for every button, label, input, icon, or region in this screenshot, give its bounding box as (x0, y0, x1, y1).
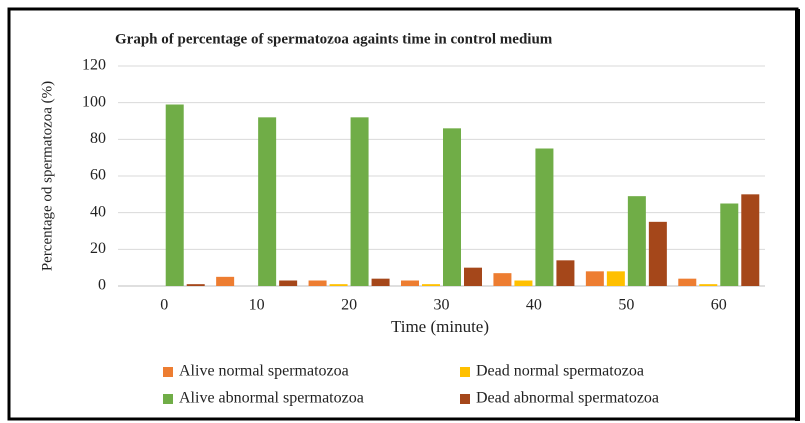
bar (329, 284, 348, 286)
bar (627, 196, 646, 286)
bar (371, 278, 390, 286)
bar (464, 267, 482, 286)
x-axis-title: Time (minute) (391, 317, 489, 336)
bar (535, 148, 554, 286)
x-tick-label: 10 (249, 297, 265, 314)
bar (401, 280, 419, 286)
bar (678, 278, 697, 286)
bar (648, 221, 667, 286)
chart-title: Graph of percentage of spermatozoa again… (115, 31, 553, 47)
x-tick-label: 30 (434, 297, 450, 314)
y-axis-title: Percentage od spermatozoa (%) (39, 81, 55, 271)
bar (493, 273, 512, 286)
y-tick-label: 80 (90, 130, 106, 147)
bar (741, 194, 760, 286)
bar (699, 284, 718, 286)
y-tick-label: 60 (90, 167, 106, 184)
bar (422, 284, 440, 286)
legend-swatch (460, 367, 470, 377)
bar (308, 280, 327, 286)
y-tick-label: 20 (90, 240, 106, 257)
y-tick-label: 100 (82, 93, 106, 110)
legend-label: Alive normal spermatozoa (179, 363, 349, 380)
bar (585, 271, 604, 286)
bar (556, 260, 575, 286)
y-tick-label: 120 (82, 57, 106, 74)
bar (279, 280, 298, 286)
x-tick-label: 20 (341, 297, 357, 314)
legend-swatch (460, 394, 470, 404)
legend-label: Alive abnormal spermatozoa (179, 390, 364, 407)
x-tick-label: 50 (618, 297, 634, 314)
bar (720, 203, 739, 286)
x-tick-label: 60 (711, 297, 727, 314)
bar (216, 276, 235, 286)
frame-edge (795, 9, 800, 421)
legend-swatch (163, 394, 173, 404)
bar (443, 128, 461, 286)
bar (186, 284, 205, 286)
y-tick-label: 0 (98, 277, 106, 294)
bar (258, 117, 277, 286)
bar (165, 104, 184, 286)
legend-label: Dead normal spermatozoa (476, 363, 644, 380)
bar (606, 271, 625, 286)
legend-label: Dead abnormal spermatozoa (476, 390, 659, 407)
bar (350, 117, 369, 286)
bar (514, 280, 533, 286)
legend-swatch (163, 367, 173, 377)
y-tick-label: 40 (90, 203, 106, 220)
frame (7, 7, 799, 421)
x-tick-label: 40 (526, 297, 542, 314)
x-tick-label: 0 (160, 297, 168, 314)
